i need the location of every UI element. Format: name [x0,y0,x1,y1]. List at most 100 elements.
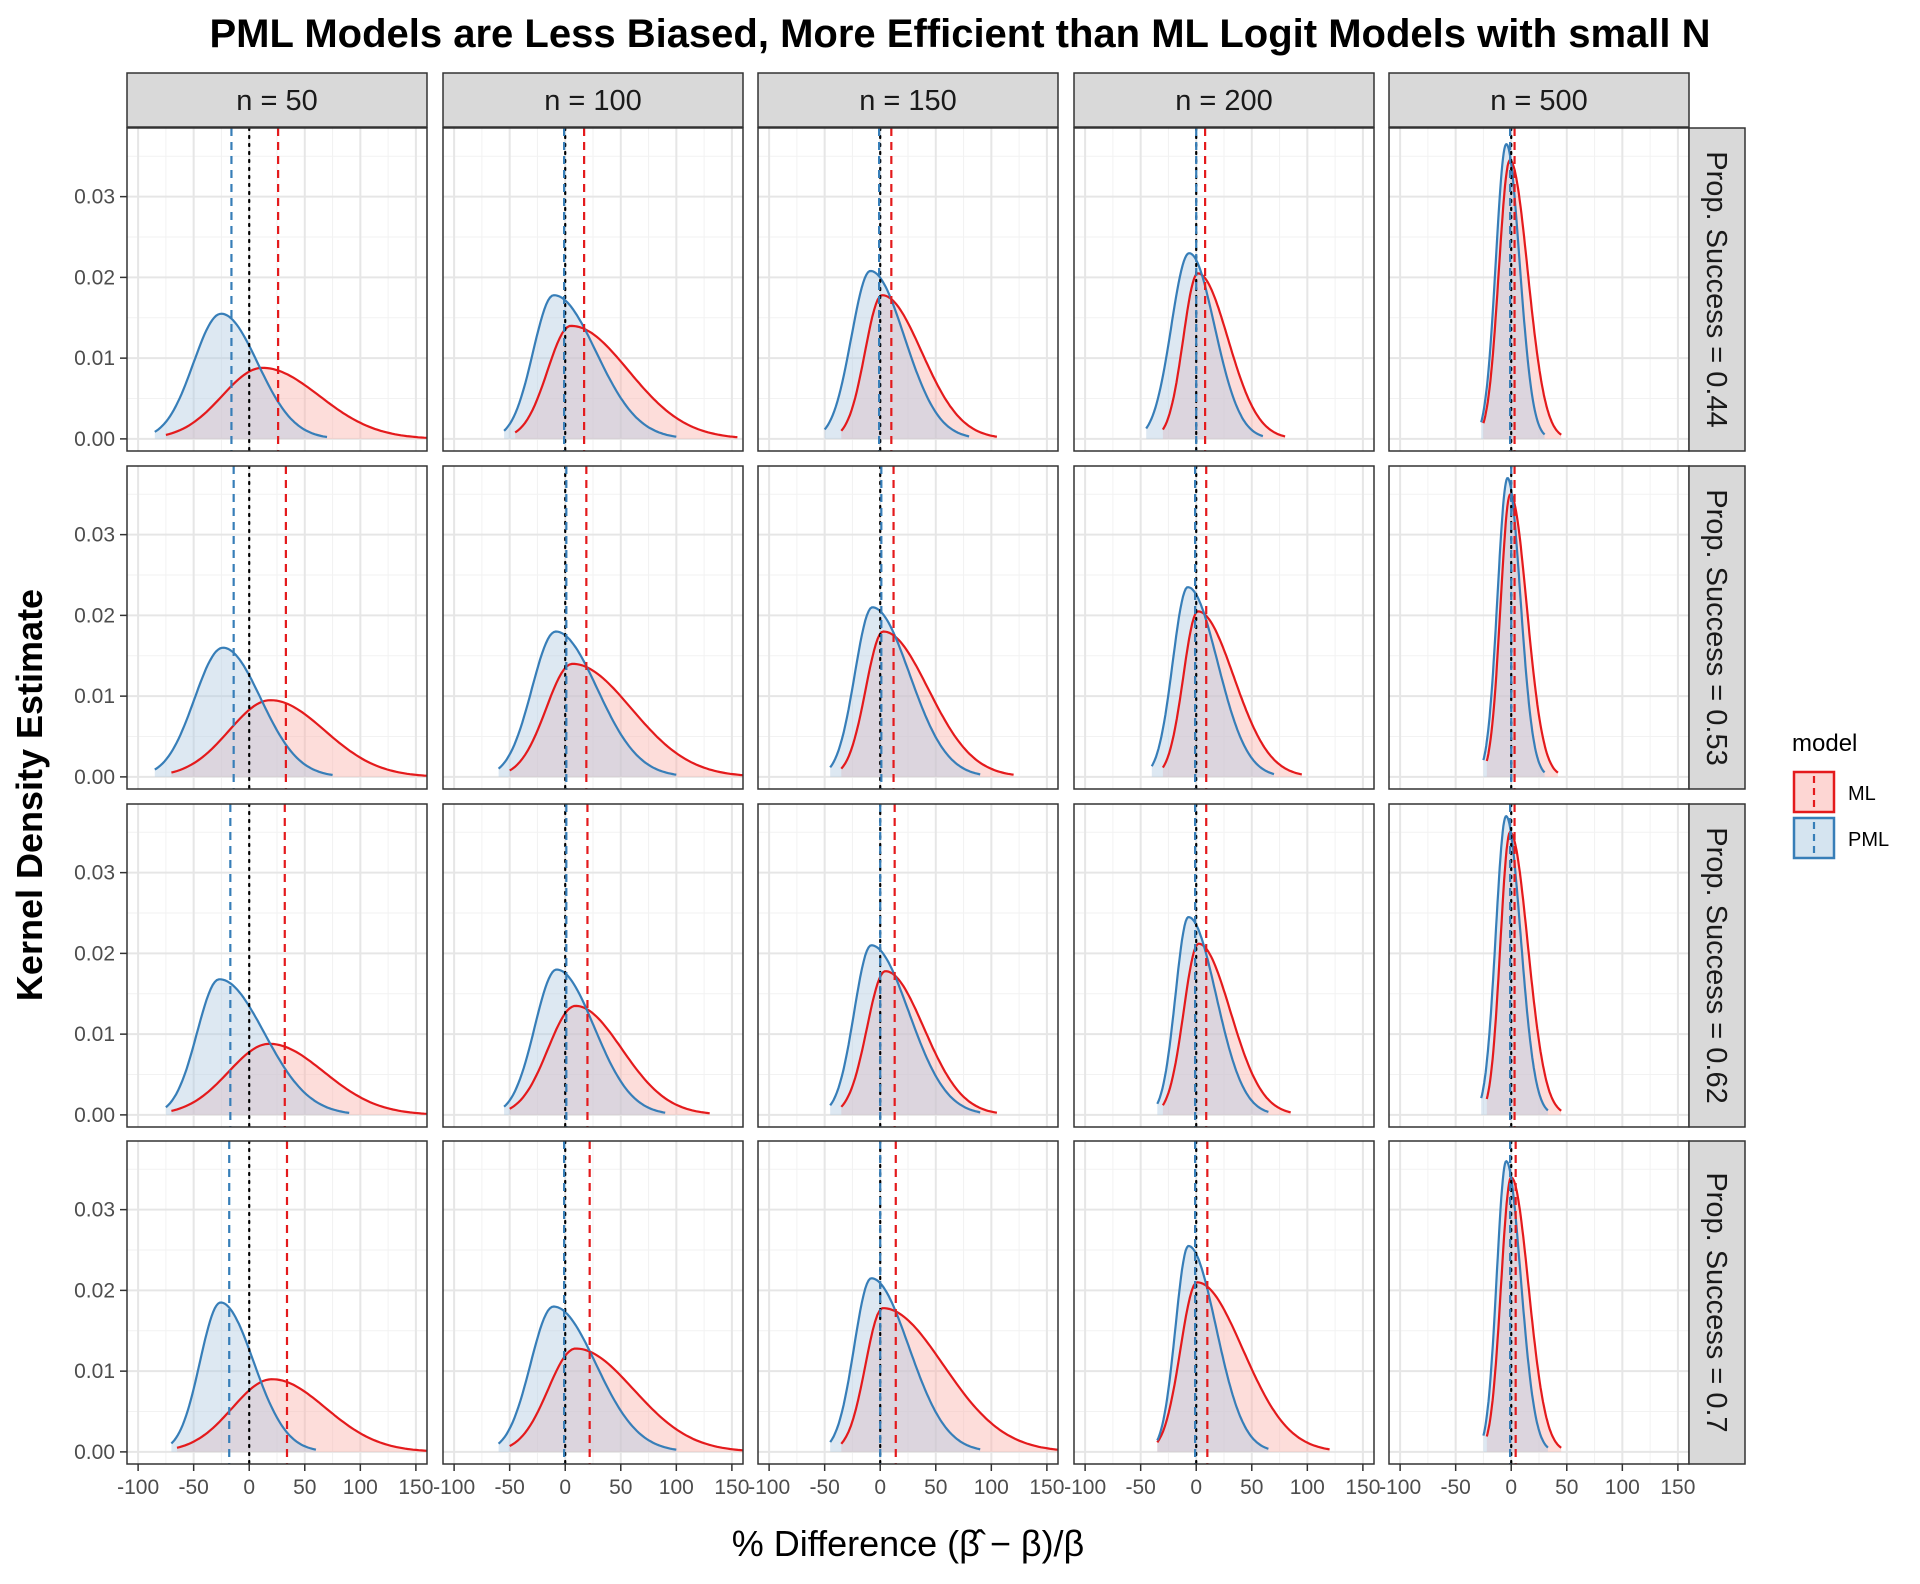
x-tick-label: -50 [1440,1476,1470,1499]
density-line-ml [1161,272,1286,438]
strips-layer: n = 50 n = 100 n = 150 n = 200 n = 500 Prop. … [126,72,1746,1465]
density-line-ml [1485,493,1559,774]
density-area-ml [509,663,743,777]
density-line-pml [1480,142,1546,436]
density-area-ml [165,367,427,439]
density-line-ml [165,366,427,439]
panel [1073,127,1375,452]
legend-key-ml: ML [1792,770,1876,814]
x-tick-label: 0 [874,1476,886,1499]
density-area-pml [1481,144,1545,439]
y-tick-label: 0.02 [74,1279,115,1302]
panel [1073,1140,1375,1465]
density-line-ml [840,294,998,438]
column-strip-label: n = 200 [1175,85,1273,117]
x-tick-label: 100 [659,1476,694,1499]
density-area-pml [504,969,666,1115]
axes-layer: 0.00 0.01 0.02 0.03 0.00 0.01 0.02 0.03 0.00 0.01… [74,186,1695,1499]
x-tick-label: 150 [1029,1476,1064,1499]
density-line-pml [1150,586,1275,776]
y-tick-label: 0.03 [74,524,115,547]
x-tick-label: 100 [343,1476,378,1499]
density-line-pml [154,646,333,777]
density-area-ml [1162,611,1302,777]
panel [757,465,1059,790]
y-tick-label: 0.01 [74,1023,115,1046]
density-line-pml [829,606,981,776]
x-tick-label: -100 [433,1476,475,1499]
panel [126,1140,428,1465]
density-area-ml [1157,1282,1330,1452]
density-area-pml [830,1278,981,1452]
panel [1388,465,1690,790]
panel-border [1073,465,1375,790]
panel [757,1140,1059,1465]
column-strip [1388,72,1690,128]
density-line-ml [171,1042,427,1115]
density-area-ml [515,325,738,439]
column-strip-label: n = 500 [1490,85,1588,117]
density-line-ml [509,1347,743,1452]
row-strip [1688,465,1746,790]
column-strip-label: n = 100 [544,85,642,117]
density-line-ml [1161,610,1303,776]
panel-border [1073,1140,1375,1465]
panel-border [442,465,744,790]
density-line-pml [1156,915,1269,1113]
x-tick-label: -50 [1125,1476,1155,1499]
legend-label: PML [1848,829,1889,851]
column-strip [1073,72,1375,128]
x-tick-label: 50 [293,1476,316,1499]
x-tick-label: 50 [1240,1476,1263,1499]
x-tick-label: 150 [1660,1476,1695,1499]
density-area-pml [1157,1246,1269,1452]
density-area-ml [171,700,427,777]
legend: model ML PML [1792,730,1889,860]
x-tick-label: -100 [117,1476,159,1499]
density-line-ml [509,662,743,777]
panel-border [126,803,428,1128]
column-strip [757,72,1059,128]
panel-border [1073,127,1375,452]
panel [442,803,744,1128]
panel-border [442,1140,744,1465]
row-strip-label: Prop. Success = 0.53 [1700,489,1732,765]
density-area-pml [1151,587,1274,777]
x-tick-label: 0 [1190,1476,1202,1499]
y-tick-label: 0.00 [74,1104,115,1127]
y-tick-label: 0.03 [74,862,115,885]
panel [1073,803,1375,1128]
panel-border [442,803,744,1128]
y-tick-label: 0.01 [74,685,115,708]
density-line-ml [1485,1176,1562,1449]
density-area-pml [498,1306,677,1452]
row-strip [1688,803,1746,1128]
density-line-pml [154,312,328,439]
panel [757,127,1059,452]
density-area-pml [1157,917,1269,1115]
density-area-pml [504,295,677,439]
y-tick-label: 0.01 [74,347,115,370]
x-tick-label: 0 [559,1476,571,1499]
density-line-ml [1485,831,1562,1112]
panel [1073,465,1375,790]
panel [1388,803,1690,1128]
density-line-pml [170,1301,317,1451]
chart-title: PML Models are Less Biased, More Efficie… [209,12,1711,56]
density-line-pml [1156,1244,1269,1450]
x-tick-label: 50 [609,1476,632,1499]
legend-key-pml: PML [1792,816,1889,860]
density-area-pml [154,647,333,777]
density-area-pml [830,607,981,777]
density-area-pml [824,271,970,439]
panel [442,127,744,452]
panel-border [1073,803,1375,1128]
row-strip-label: Prop. Success = 0.44 [1700,151,1732,427]
x-tick-label: 0 [243,1476,255,1499]
density-line-pml [823,269,970,438]
x-tick-label: -100 [748,1476,790,1499]
row-strip [1688,1140,1746,1465]
column-strip-label: n = 50 [236,85,317,117]
panel [126,803,428,1128]
